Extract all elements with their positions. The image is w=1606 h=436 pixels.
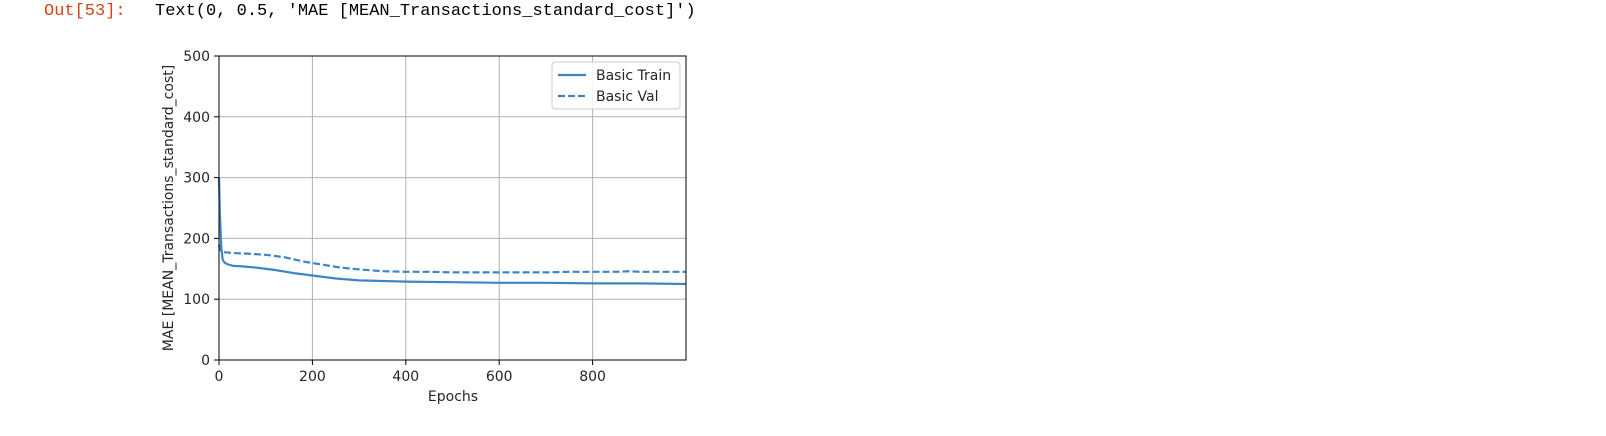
y-axis-label: MAE [MEAN_Transactions_standard_cost] — [161, 65, 177, 351]
series-line-val — [217, 244, 686, 274]
series-line-train — [217, 177, 686, 286]
x-tick-label: 800 — [579, 369, 606, 385]
output-prompt: Out[53]: — [44, 2, 126, 21]
legend: Basic Train Basic Val — [551, 61, 681, 110]
x-tick-label: 200 — [299, 369, 326, 385]
y-tick-label: 300 — [183, 171, 210, 187]
y-tick-label: 0 — [201, 353, 210, 369]
axis-ticks: 0 200 400 600 800 0 100 200 300 400 500 — [183, 49, 606, 385]
series-lines — [217, 177, 686, 286]
legend-label: Basic Train — [596, 68, 671, 84]
x-tick-label: 0 — [215, 369, 224, 385]
y-tick-label: 400 — [183, 110, 210, 126]
legend-label: Basic Val — [596, 89, 658, 105]
grid-lines — [219, 56, 686, 360]
y-tick-label: 100 — [183, 292, 210, 308]
x-axis-label: Epochs — [428, 389, 478, 405]
legend-box — [551, 61, 681, 110]
y-tick-label: 500 — [183, 49, 210, 65]
plot-frame — [218, 55, 687, 361]
x-tick-label: 600 — [486, 369, 513, 385]
output-text: Text(0, 0.5, 'MAE [MEAN_Transactions_sta… — [155, 2, 696, 21]
y-tick-label: 200 — [183, 231, 210, 247]
x-tick-label: 400 — [392, 369, 419, 385]
